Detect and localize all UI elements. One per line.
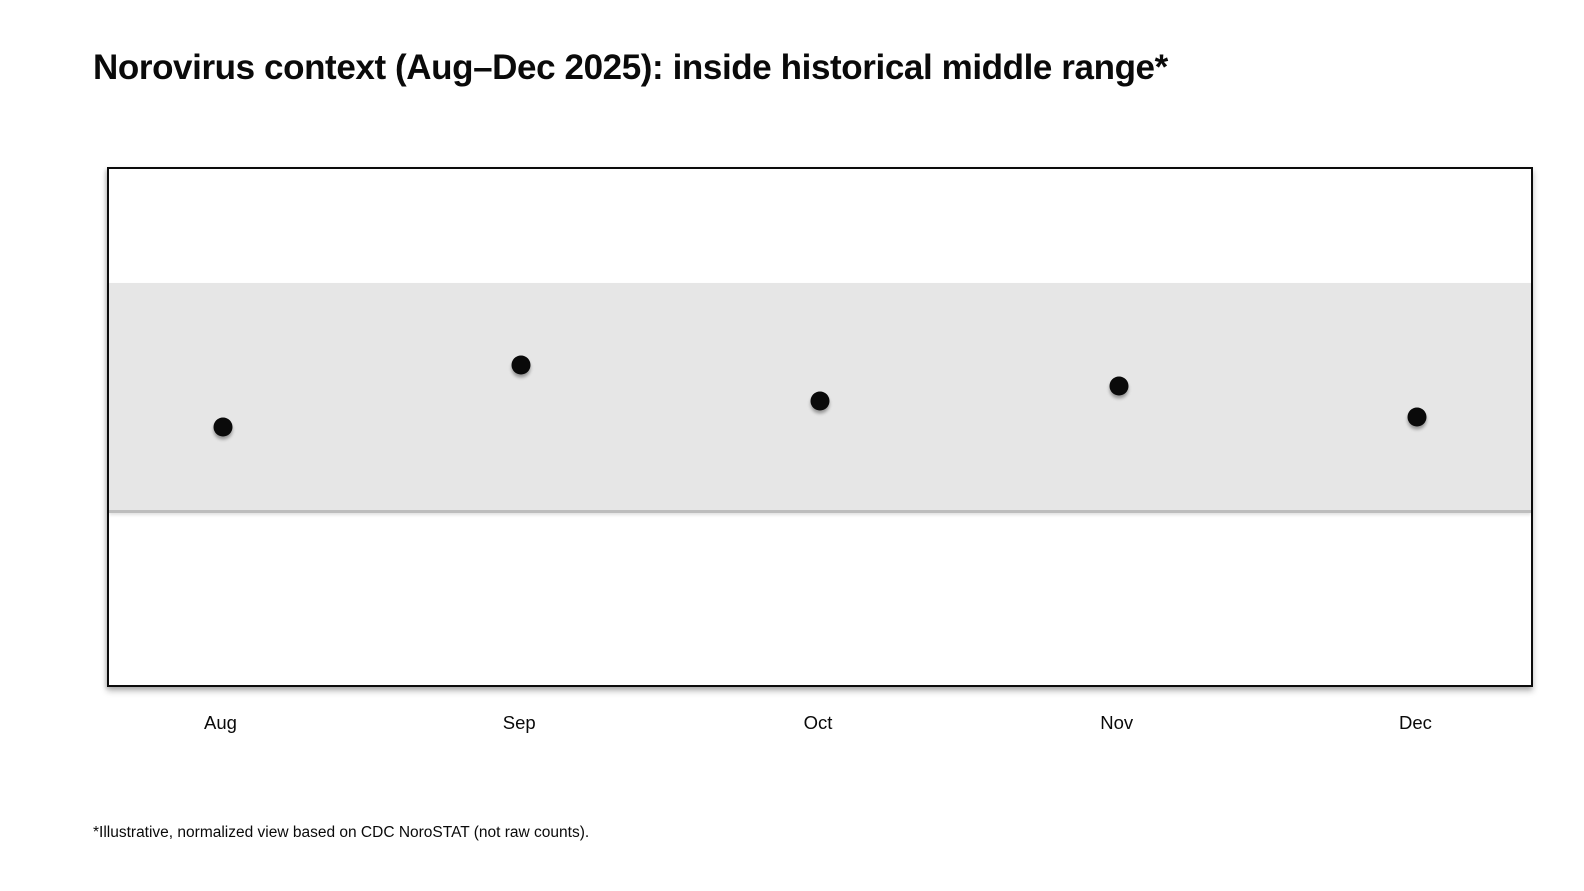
x-tick-oct: Oct [803, 712, 833, 733]
data-point-oct [810, 391, 830, 411]
data-point-nov [1109, 376, 1129, 396]
x-tick-aug: Aug [204, 712, 237, 733]
x-tick-dec: Dec [1399, 712, 1432, 733]
plot-area [107, 167, 1533, 687]
footnote: *Illustrative, normalized view based on … [93, 824, 590, 841]
x-tick-sep: Sep [502, 712, 536, 733]
x-axis-labels: Aug Sep Oct Nov Dec [107, 712, 1529, 744]
data-point-dec [1407, 407, 1427, 427]
data-point-sep [511, 355, 531, 375]
chart-title: Norovirus context (Aug–Dec 2025): inside… [93, 48, 1168, 87]
data-points-layer [109, 169, 1531, 685]
data-point-aug [213, 417, 233, 437]
x-tick-nov: Nov [1100, 712, 1134, 733]
